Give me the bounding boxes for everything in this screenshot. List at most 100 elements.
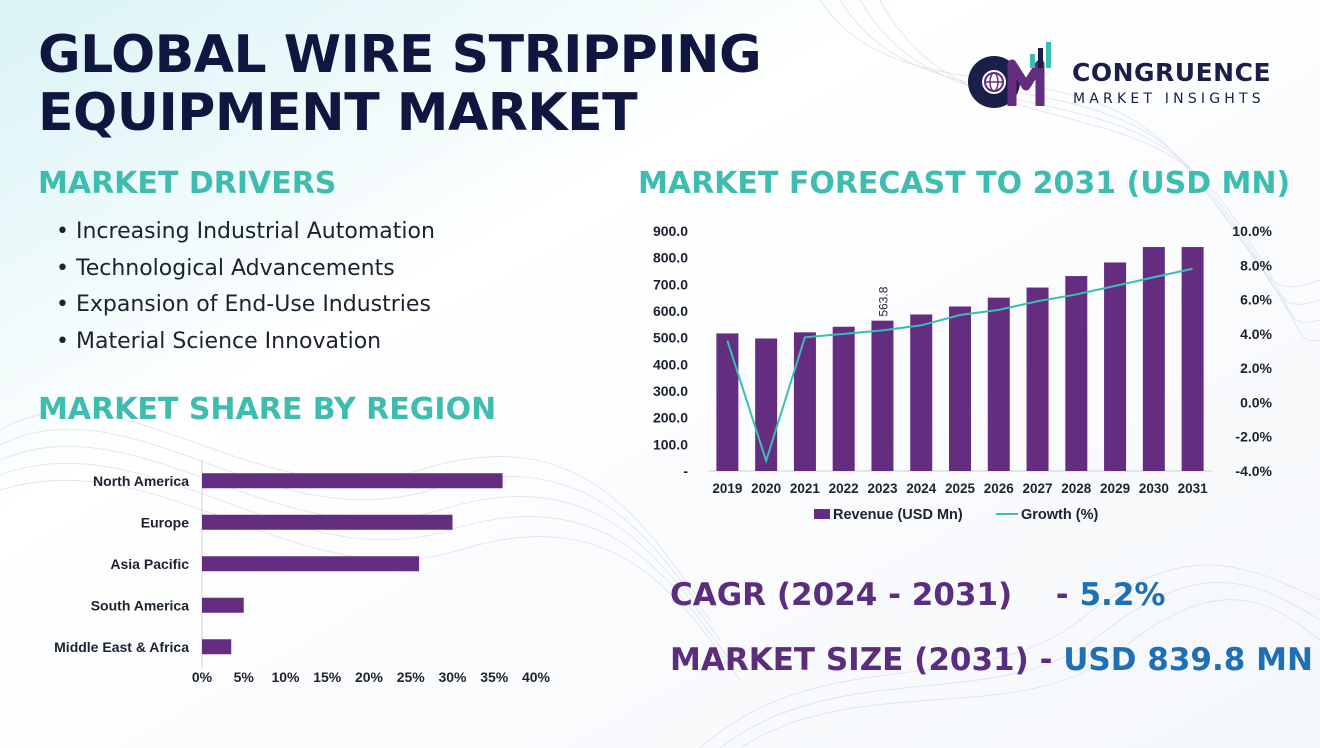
revenue-bar [793,332,816,471]
revenue-bar [716,333,739,471]
x-tick-label: 35% [480,669,509,685]
y-tick-label-left: 800.0 [653,250,688,266]
revenue-bar [1181,247,1204,471]
x-tick-label: 2024 [906,481,937,496]
cagr-separator: - [1055,577,1080,613]
y-tick-label-right: 2.0% [1240,360,1272,376]
y-tick-label-left: 100.0 [653,436,688,452]
category-label: Middle East & Africa [54,639,189,655]
x-tick-label: 2019 [712,481,742,496]
list-item: • Technological Advancements [56,253,435,290]
y-tick-label-left: 400.0 [653,356,688,372]
driver-text: Increasing Industrial Automation [76,219,435,244]
bar [202,514,453,530]
driver-text: Expansion of End-Use Industries [76,292,431,318]
title-line-2: EQUIPMENT MARKET [38,83,638,143]
x-tick-label: 2030 [1139,481,1169,496]
y-tick-label-left: - [683,463,688,479]
x-tick-label: 2023 [867,481,898,496]
bar [202,597,244,613]
bar [202,639,232,655]
category-label: Asia Pacific [110,556,189,572]
category-label: Europe [141,514,189,530]
legend-label-growth: Growth (%) [1021,507,1098,523]
y-tick-label-left: 500.0 [653,330,688,346]
bullet-icon: • [56,219,69,244]
size-value: USD 839.8 MN [1063,642,1313,678]
growth-line [726,267,1193,465]
y-tick-label-left: 300.0 [653,383,688,399]
y-tick-label-left: 200.0 [653,410,688,426]
list-item: • Expansion of End-Use Industries [56,289,435,326]
x-tick-label: 2025 [945,481,976,496]
logo-m-shape [1007,59,1045,106]
company-logo [968,42,1051,108]
revenue-bar [987,297,1010,471]
x-tick-label: 40% [522,669,551,685]
cagr-stat: CAGR (2024 - 2031) - 5.2% [670,577,1165,613]
x-tick-label: 2020 [751,481,781,496]
y-tick-label-right: 6.0% [1240,292,1272,308]
bullet-icon: • [56,328,69,354]
y-tick-label-right: 10.0% [1232,223,1272,239]
drivers-list: • Increasing Industrial Automation • Techn… [56,216,435,362]
revenue-bar [871,320,894,471]
cagr-label: CAGR (2024 - 2031) [670,577,1013,613]
x-tick-label: 2028 [1061,481,1092,496]
bar [202,473,503,489]
legend-swatch-revenue [814,509,830,519]
title-line-1: GLOBAL WIRE STRIPPING [38,25,762,85]
size-label: MARKET SIZE (2031) [670,642,1029,678]
x-tick-label: 2031 [1178,481,1209,496]
market-size-stat: MARKET SIZE (2031) - USD 839.8 MN [670,642,1313,678]
revenue-bar [1065,276,1088,471]
x-tick-label: 2027 [1023,481,1053,496]
y-tick-label-left: 900.0 [653,223,688,239]
x-tick-label: 2022 [829,481,859,496]
x-tick-label: 20% [355,669,384,685]
category-label: North America [93,473,189,489]
revenue-bar [1142,247,1165,471]
revenue-bar [949,306,971,471]
x-tick-label: 10% [271,669,300,685]
logo-name: CONGRUENCE [1072,58,1272,87]
logo-tagline: MARKET INSIGHTS [1073,91,1265,107]
size-separator: - [1028,642,1064,678]
page-title: GLOBAL WIRE STRIPPING EQUIPMENT MARKET [38,25,762,143]
cagr-value: 5.2% [1079,577,1166,613]
revenue-bar [1026,287,1049,471]
x-tick-label: 2021 [790,481,821,496]
category-label: South America [91,597,189,613]
bullet-icon: • [56,292,69,318]
y-tick-label-right: -4.0% [1235,463,1272,479]
bullet-icon: • [56,255,69,281]
x-tick-label: 15% [313,669,342,685]
driver-text: Technological Advancements [76,255,395,281]
region-heading: MARKET SHARE BY REGION [38,392,497,427]
bar [202,556,420,572]
revenue-bar [832,326,855,471]
y-tick-label-right: 0.0% [1240,394,1272,410]
forecast-combo-chart: - 100.0 200.0 300.0 400.0 500.0 600.0 700.0 800.… [653,223,1273,523]
revenue-bar [755,338,778,471]
x-tick-label: 0% [192,669,213,685]
x-tick-label: 25% [397,669,426,685]
revenue-bar [1104,262,1127,471]
list-item: • Material Science Innovation [56,326,435,363]
forecast-heading: MARKET FORECAST TO 2031 (USD MN) [638,166,1291,201]
y-tick-label-right: 8.0% [1240,257,1272,273]
list-item: • Increasing Industrial Automation [56,216,435,253]
x-tick-label: 30% [438,669,467,685]
legend-label-revenue: Revenue (USD Mn) [833,507,963,523]
market-drivers-heading: MARKET DRIVERS [38,166,337,201]
revenue-bar [910,314,933,471]
y-tick-label-left: 600.0 [653,303,688,319]
driver-text: Material Science Innovation [76,328,382,354]
y-tick-label-left: 700.0 [653,276,688,292]
data-label: 563.8 [876,286,890,316]
chart-legend: Revenue (USD Mn) Growth (%) [814,507,1098,523]
x-tick-label: 2026 [984,481,1015,496]
region-bar-chart: North America Europe Asia Pacific South Ame… [54,460,551,685]
y-tick-label-right: 4.0% [1240,326,1272,342]
